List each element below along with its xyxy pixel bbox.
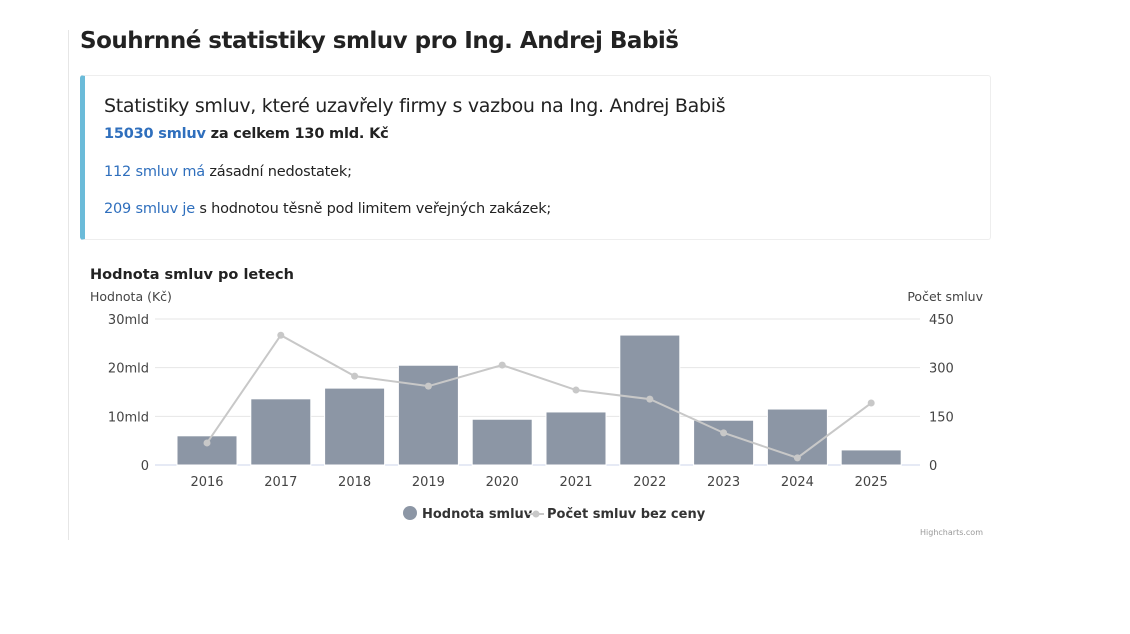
legend-item-bar[interactable]: Hodnota smluv [403, 506, 533, 522]
x-tick-label: 2024 [781, 475, 814, 490]
summary-title: Statistiky smluv, které uzavřely firmy s… [104, 95, 726, 117]
line-point-2022 [646, 395, 654, 403]
x-tick-label: 2017 [264, 475, 297, 490]
x-tick-label: 2023 [707, 475, 740, 490]
x-tick-label: 2016 [190, 475, 223, 490]
line-point-2019 [424, 382, 432, 390]
bar-2021 [545, 411, 607, 466]
y-right-tick-label: 0 [929, 459, 937, 474]
bar-2017 [250, 398, 312, 466]
line-series [206, 333, 872, 459]
limit-link[interactable]: 209 smluv je [104, 201, 195, 217]
x-tick-label: 2019 [412, 475, 445, 490]
page-title: Souhrnné statistiky smluv pro Ing. Andre… [80, 28, 679, 54]
total-text: za celkem 130 mld. Kč [205, 126, 389, 142]
x-tick-label: 2020 [486, 475, 519, 490]
legend-bar-symbol [403, 506, 417, 520]
line-point-2024 [793, 454, 801, 462]
summary-card: Statistiky smluv, které uzavřely firmy s… [80, 75, 991, 240]
y-right-tick-label: 300 [929, 362, 954, 377]
y-right-tick-label: 450 [929, 313, 954, 328]
line-point-2018 [351, 372, 359, 380]
summary-total: 15030 smluv za celkem 130 mld. Kč [104, 126, 389, 142]
bar-2023 [693, 419, 755, 466]
line-point-2017 [277, 331, 285, 339]
legend-line-label: Počet smluv bez ceny [547, 507, 706, 522]
bar-2025 [840, 449, 902, 466]
content-border [68, 30, 69, 540]
legend: Hodnota smluv Počet smluv bez ceny [403, 506, 706, 522]
bar-2019 [397, 364, 459, 466]
line-point-2023 [720, 429, 728, 437]
legend-bar-label: Hodnota smluv [422, 507, 533, 522]
y-left-tick-label: 10mld [108, 410, 149, 425]
summary-limit: 209 smluv je s hodnotou těsně pod limite… [104, 201, 551, 217]
line-point-2016 [203, 439, 211, 447]
x-tick-label: 2018 [338, 475, 371, 490]
summary-issues: 112 smluv má zásadní nedostatek; [104, 164, 352, 180]
bar-2018 [324, 387, 386, 466]
chart-title: Hodnota smluv po letech [90, 267, 294, 283]
line-point-2025 [867, 399, 875, 407]
y-right-tick-label: 150 [929, 410, 954, 425]
legend-line-marker [532, 510, 540, 518]
line-point-2021 [572, 386, 580, 394]
y-axis-left-title: Hodnota (Kč) [90, 289, 172, 304]
x-tick-label: 2022 [633, 475, 666, 490]
x-tick-label: 2025 [855, 475, 888, 490]
bar-2020 [471, 418, 533, 466]
y-left-tick-label: 20mld [108, 362, 149, 377]
credits-link[interactable]: Highcharts.com [920, 528, 983, 537]
y-left-tick-label: 0 [141, 459, 149, 474]
x-tick-label: 2021 [559, 475, 592, 490]
issues-link[interactable]: 112 smluv má [104, 164, 205, 180]
total-contracts-link[interactable]: 15030 smluv [104, 126, 206, 142]
y-axis-right-title: Počet smluv [907, 289, 983, 304]
legend-item-line[interactable]: Počet smluv bez ceny [528, 507, 706, 522]
issues-text: zásadní nedostatek; [204, 164, 352, 180]
y-left-tick-label: 30mld [108, 313, 149, 328]
line-point-2020 [498, 361, 506, 369]
limit-text: s hodnotou těsně pod limitem veřejných z… [194, 201, 552, 217]
